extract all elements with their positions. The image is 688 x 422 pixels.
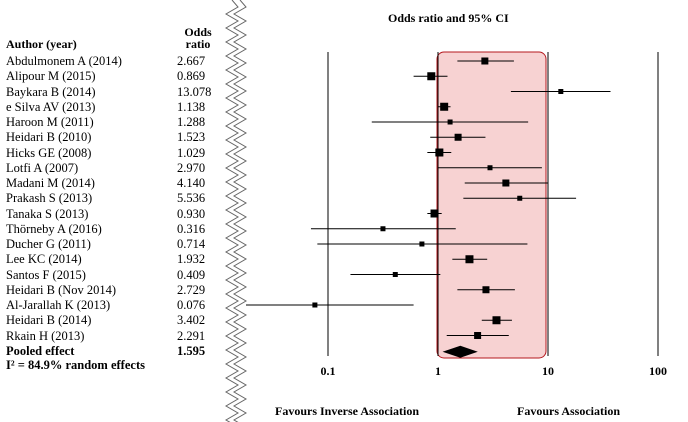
study-odds-ratio: 2.291 xyxy=(177,328,206,343)
study-odds-ratio: 2.970 xyxy=(177,160,206,175)
study-point xyxy=(419,241,425,247)
study-row: Abdulmonem A (2014) 2.667 xyxy=(0,54,230,69)
study-row: Lotfi A (2007) 2.970 xyxy=(0,161,230,176)
study-author: Rkain H (2013) xyxy=(6,328,85,343)
study-row: Santos F (2015) 0.409 xyxy=(0,268,230,283)
x-tick-label: 100 xyxy=(649,364,667,378)
odds-ratio-column-header: Odds ratio xyxy=(176,26,220,50)
study-author: Heidari B (Nov 2014) xyxy=(6,282,117,297)
study-author: Lee KC (2014) xyxy=(6,252,82,267)
favours-inverse-label: Favours Inverse Association xyxy=(275,404,419,418)
study-author: Santos F (2015) xyxy=(6,267,86,282)
study-author: Baykara B (2014) xyxy=(6,84,96,99)
study-author: Lotfi A (2007) xyxy=(6,160,79,175)
study-row: Heidari B (2014) 3.402 xyxy=(0,313,230,328)
study-author: Tanaka S (2013) xyxy=(6,206,89,221)
study-odds-ratio: 1.029 xyxy=(177,145,206,160)
study-point xyxy=(427,72,436,81)
study-author: Haroon M (2011) xyxy=(6,115,94,129)
study-row: Alipour M (2015) 0.869 xyxy=(0,69,230,84)
study-odds-ratio: 1.138 xyxy=(177,99,206,114)
study-odds-ratio: 1.288 xyxy=(177,115,206,129)
x-tick-label: 0.1 xyxy=(320,364,336,378)
odds-ratio-header-line2: ratio xyxy=(185,37,211,51)
study-author: Thörneby A (2016) xyxy=(6,221,102,236)
study-point xyxy=(502,179,510,187)
study-point xyxy=(440,102,449,111)
pooled-odds-ratio: 1.595 xyxy=(177,343,206,358)
study-odds-ratio: 1.523 xyxy=(177,130,206,145)
study-point xyxy=(481,57,489,65)
study-author: Hicks GE (2008) xyxy=(6,145,92,160)
study-odds-ratio: 0.714 xyxy=(177,237,206,251)
study-odds-ratio: 1.932 xyxy=(177,252,206,267)
x-tick-label: 1 xyxy=(435,364,441,378)
study-point xyxy=(492,316,501,325)
study-row: Lee KC (2014) 1.932 xyxy=(0,252,230,267)
study-author: Heidari B (2014) xyxy=(6,313,92,328)
study-author: Alipour M (2015) xyxy=(6,69,96,84)
highlight-region xyxy=(436,51,547,359)
study-author: Al-Jarallah K (2013) xyxy=(6,298,111,312)
study-odds-ratio: 0.869 xyxy=(177,69,206,84)
study-point xyxy=(474,332,482,339)
study-row: Ducher G (2011) 0.714 xyxy=(0,237,230,252)
study-author: Prakash S (2013) xyxy=(6,191,93,206)
study-point xyxy=(312,302,318,308)
study-row: Heidari B (2010) 1.523 xyxy=(0,130,230,145)
odds-ratio-header-line1: Odds xyxy=(184,25,212,39)
study-row: Heidari B (Nov 2014) 2.729 xyxy=(0,283,230,298)
study-odds-ratio: 5.536 xyxy=(177,191,206,206)
study-row: Madani M (2014) 4.140 xyxy=(0,176,230,191)
study-odds-ratio: 0.316 xyxy=(177,221,206,236)
pooled-diamond xyxy=(442,345,478,358)
study-row: Baykara B (2014) 13.078 xyxy=(0,85,230,100)
pooled-label: Pooled effect xyxy=(6,343,75,358)
study-point xyxy=(482,286,490,294)
chart-title: Odds ratio and 95% CI xyxy=(388,11,509,25)
study-odds-ratio: 0.076 xyxy=(177,298,206,312)
axis-break-line xyxy=(225,0,239,422)
study-odds-ratio: 0.930 xyxy=(177,206,206,221)
study-table: Author (year) Odds ratio Abdulmonem A (2… xyxy=(0,0,230,422)
study-point xyxy=(447,119,453,125)
study-row: Al-Jarallah K (2013) 0.076 xyxy=(0,298,230,313)
study-row: Haroon M (2011) 1.288 xyxy=(0,115,230,130)
study-odds-ratio: 4.140 xyxy=(177,176,206,190)
study-row: Tanaka S (2013) 0.930 xyxy=(0,207,230,222)
study-row: Prakash S (2013) 5.536 xyxy=(0,191,230,206)
study-odds-ratio: 2.729 xyxy=(177,282,206,297)
study-author: Madani M (2014) xyxy=(6,176,95,190)
study-row: e Silva AV (2013) 1.138 xyxy=(0,100,230,115)
study-odds-ratio: 0.409 xyxy=(177,267,206,282)
study-point xyxy=(380,226,386,232)
study-point xyxy=(454,133,462,141)
study-point xyxy=(487,165,493,171)
study-author: e Silva AV (2013) xyxy=(6,99,96,114)
study-point xyxy=(465,255,474,264)
study-odds-ratio: 13.078 xyxy=(177,84,212,99)
x-tick-label: 10 xyxy=(542,364,554,378)
study-author: Heidari B (2010) xyxy=(6,130,92,145)
author-column-header: Author (year) xyxy=(6,37,77,51)
study-odds-ratio: 2.667 xyxy=(177,54,206,68)
study-author: Abdulmonem A (2014) xyxy=(6,54,122,68)
study-author: Ducher G (2011) xyxy=(6,237,91,251)
study-point xyxy=(558,89,564,94)
study-odds-ratio: 3.402 xyxy=(177,313,206,328)
study-row: Thörneby A (2016) 0.316 xyxy=(0,222,230,237)
study-row: Rkain H (2013) 2.291 xyxy=(0,329,230,344)
study-point xyxy=(430,209,439,218)
study-row: Hicks GE (2008) 1.029 xyxy=(0,146,230,161)
study-point xyxy=(517,195,523,201)
study-point xyxy=(435,148,444,157)
favours-association-label: Favours Association xyxy=(517,404,621,418)
pooled-row: Pooled effect 1.595 xyxy=(0,344,230,359)
heterogeneity-label: I² = 84.9% random effects xyxy=(6,358,145,372)
study-point xyxy=(392,272,398,277)
axis-break-line xyxy=(233,0,247,422)
